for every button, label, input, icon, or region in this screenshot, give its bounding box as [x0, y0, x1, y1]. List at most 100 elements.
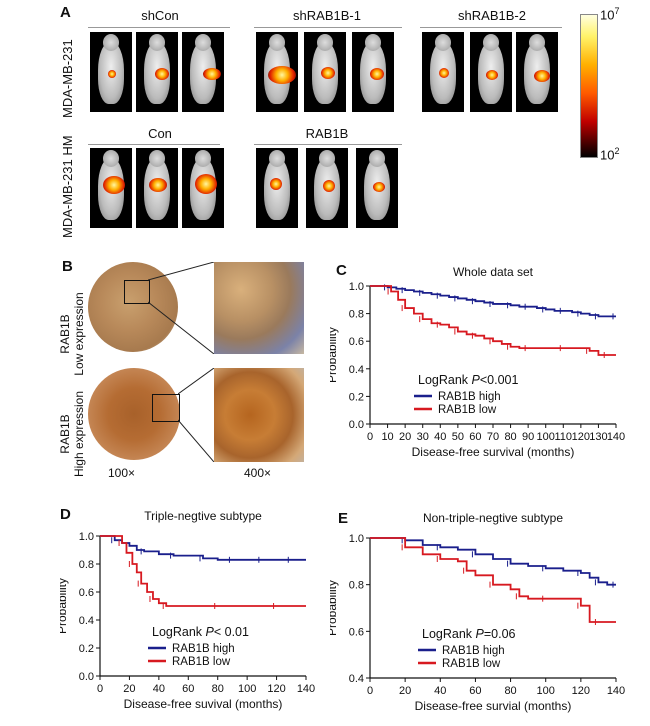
mouse-bioluminescence-image [90, 148, 132, 228]
y-axis-label: Probability [330, 580, 339, 636]
mouse-bioluminescence-image [182, 32, 224, 112]
series-line-low [370, 537, 616, 623]
mouse-bioluminescence-image [90, 32, 132, 112]
y-tick-label: 0.6 [79, 587, 94, 599]
panel-b-label: B [62, 258, 73, 275]
tissue-core-high-100x [88, 368, 180, 460]
y-axis-label: Probability [60, 578, 69, 634]
panel-d-label: D [60, 506, 71, 523]
group-label-rab1b: RAB1B [305, 126, 349, 141]
y-tick-label: 0.0 [79, 671, 94, 683]
mouse-bioluminescence-image [356, 148, 398, 228]
y-tick-label: 0.8 [349, 309, 364, 321]
x-axis-label: Disease-free survial (months) [415, 699, 572, 713]
zoom-box [152, 394, 180, 422]
mouse-bioluminescence-image [256, 32, 298, 112]
series-line-high [370, 285, 616, 318]
row-label-mda-mb-231-hm: MDA-MB-231 HM [60, 135, 75, 238]
x-tick-label: 40 [434, 685, 446, 697]
mouse-bioluminescence-image [182, 148, 224, 228]
y-tick-label: 0.4 [79, 615, 94, 627]
zoom-connector [178, 368, 214, 462]
series-line-low [100, 535, 306, 607]
zoom-box [124, 280, 150, 304]
mouse-bioluminescence-image [136, 32, 178, 112]
x-tick-label: 110 [555, 431, 573, 443]
colorbar-min-label: 102 [600, 146, 620, 163]
x-tick-label: 100 [537, 431, 555, 443]
mouse-bioluminescence-image [352, 32, 394, 112]
row-label-high: RAB1B High expression [58, 384, 86, 484]
row-label-high-gene: RAB1B [58, 414, 72, 454]
x-tick-label: 80 [504, 685, 516, 697]
logrank-annotation: LogRank P< 0.01 [152, 625, 249, 639]
x-tick-label: 120 [572, 431, 590, 443]
mouse-bioluminescence-image [304, 32, 346, 112]
zoom-connector [148, 262, 214, 354]
y-tick-label: 0.4 [349, 673, 364, 685]
y-tick-label: 1.0 [349, 533, 364, 545]
legend-label: RAB1B low [442, 658, 501, 670]
magnification-400x: 400× [244, 466, 272, 480]
y-tick-label: 0.8 [349, 580, 364, 592]
x-tick-label: 100 [238, 683, 256, 695]
legend-label: RAB1B high [438, 391, 501, 403]
group-label-con: Con [148, 126, 172, 141]
panel-c-label: C [336, 262, 347, 279]
chart-title: Non-triple-negtive subtype [423, 511, 563, 525]
y-tick-label: 0.8 [79, 559, 94, 571]
x-tick-label: 140 [607, 685, 625, 697]
panel-e-label: E [338, 510, 349, 527]
logrank-annotation: LogRank P<0.001 [418, 373, 518, 387]
x-tick-label: 140 [607, 431, 625, 443]
x-tick-label: 60 [469, 431, 481, 443]
mouse-bioluminescence-image [516, 32, 558, 112]
luminescence-colorbar [580, 14, 598, 158]
row-label-low: RAB1B Low expression [58, 284, 86, 384]
y-tick-label: 0.0 [349, 419, 364, 431]
tissue-low-400x [214, 262, 304, 354]
panel-a-label: A [60, 4, 71, 21]
y-tick-label: 0.2 [349, 391, 364, 403]
mouse-bioluminescence-image [136, 148, 178, 228]
group-label-shcon: shCon [141, 8, 179, 23]
group-line [254, 27, 402, 28]
y-tick-label: 1.0 [349, 281, 364, 293]
x-tick-label: 30 [417, 431, 429, 443]
x-tick-label: 80 [212, 683, 224, 695]
group-label-shrab1b-2: shRAB1B-2 [458, 8, 526, 23]
y-tick-label: 0.6 [349, 626, 364, 638]
series-line-high [370, 537, 616, 586]
logrank-annotation: LogRank P=0.06 [422, 627, 516, 641]
km-chart-non-triple-negative: Non-triple-negtive subtype 0.4 0.6 0.8 1.0 0 2… [330, 511, 625, 713]
x-tick-label: 10 [381, 431, 393, 443]
x-tick-label: 140 [297, 683, 315, 695]
x-axis-label: Disease-free suvival (months) [124, 697, 283, 711]
y-axis-label: Probability [330, 327, 339, 383]
group-line [88, 144, 220, 145]
x-tick-label: 80 [504, 431, 516, 443]
row-label-high-sub: High expression [72, 390, 86, 478]
colorbar-max-label: 107 [600, 6, 620, 23]
x-tick-label: 120 [572, 685, 590, 697]
mouse-bioluminescence-image [256, 148, 298, 228]
x-tick-label: 0 [367, 431, 373, 443]
y-tick-label: 0.2 [79, 643, 94, 655]
km-chart-whole-data-set: Whole data set 0.0 0.2 0.4 0.6 0.8 1.0 0 10 20 30 4… [330, 265, 625, 459]
x-tick-label: 60 [182, 683, 194, 695]
row-label-low-sub: Low expression [72, 292, 86, 376]
chart-title: Whole data set [453, 265, 534, 279]
x-tick-label: 40 [434, 431, 446, 443]
chart-title: Triple-negtive subtype [144, 509, 262, 523]
tissue-core-low-100x [88, 262, 178, 352]
x-tick-label: 20 [399, 431, 411, 443]
mouse-bioluminescence-image [470, 32, 512, 112]
row-label-mda-mb-231: MDA-MB-231 [60, 39, 75, 118]
group-line [88, 27, 230, 28]
series-line-high [100, 535, 306, 561]
y-tick-label: 0.6 [349, 336, 364, 348]
y-tick-label: 1.0 [79, 531, 94, 543]
x-tick-label: 0 [367, 685, 373, 697]
km-chart-triple-negative: Triple-negtive subtype 0.0 0.2 0.4 0.6 0.8 1.0… [60, 509, 315, 711]
legend-label: RAB1B low [172, 656, 231, 668]
